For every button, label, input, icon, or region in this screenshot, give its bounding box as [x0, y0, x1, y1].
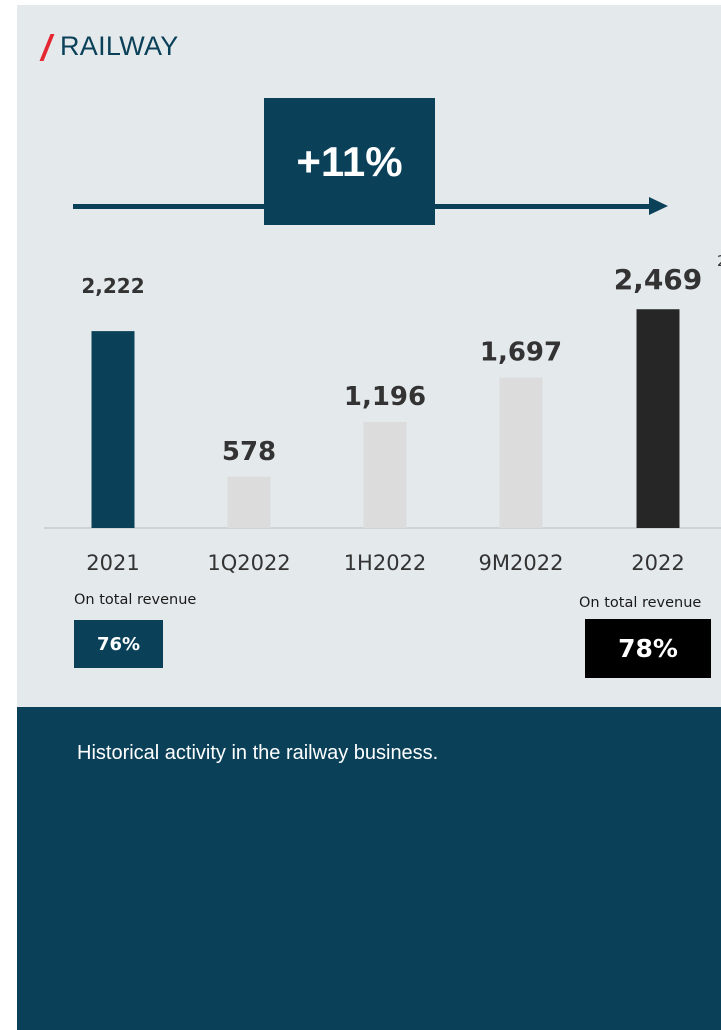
tick-label-2022: 2022 [631, 551, 684, 575]
value-label-2022: 2,469 [614, 263, 703, 296]
bar-1h2022 [363, 422, 407, 528]
bar-9m2022 [499, 377, 543, 528]
tick-label-1h2022: 1H2022 [344, 551, 427, 575]
value-label-9m2022: 1,697 [480, 338, 562, 368]
bar-2021 [91, 331, 135, 528]
section-title-text: RAILWAY [60, 31, 179, 61]
left-share-caption: On total revenue [74, 592, 197, 608]
right-share-value: 78% [618, 634, 678, 663]
tick-label-1q2022: 1Q2022 [207, 551, 290, 575]
left-share-badge: 76% [74, 620, 163, 668]
growth-value: +11% [296, 137, 403, 185]
railway-card: RAILWAY +11% 2,222 2021 578 1Q2022 1,196 1H20… [17, 5, 721, 1030]
description-panel [17, 707, 721, 1030]
bar-chart: 2,222 2021 578 1Q2022 1,196 1H2022 1,697 9M2022… [44, 252, 721, 575]
right-share-caption: On total revenue [579, 595, 702, 611]
tick-label-2021: 2021 [86, 551, 139, 575]
footnote-marker: 2 [717, 252, 721, 270]
tick-label-9m2022: 9M2022 [479, 551, 564, 575]
right-share-badge: 78% [585, 619, 711, 678]
bar-1q2022 [227, 476, 271, 528]
left-share-value: 76% [96, 633, 141, 655]
value-label-2021: 2,222 [81, 274, 144, 298]
value-label-1h2022: 1,196 [344, 382, 426, 412]
growth-badge: +11% [264, 98, 435, 225]
value-label-1q2022: 578 [222, 437, 276, 467]
bar-2022 [636, 309, 680, 528]
arrow-right-icon [649, 197, 668, 215]
description-text: Historical activity in the railway busin… [77, 742, 439, 764]
section-title: RAILWAY [40, 31, 179, 62]
